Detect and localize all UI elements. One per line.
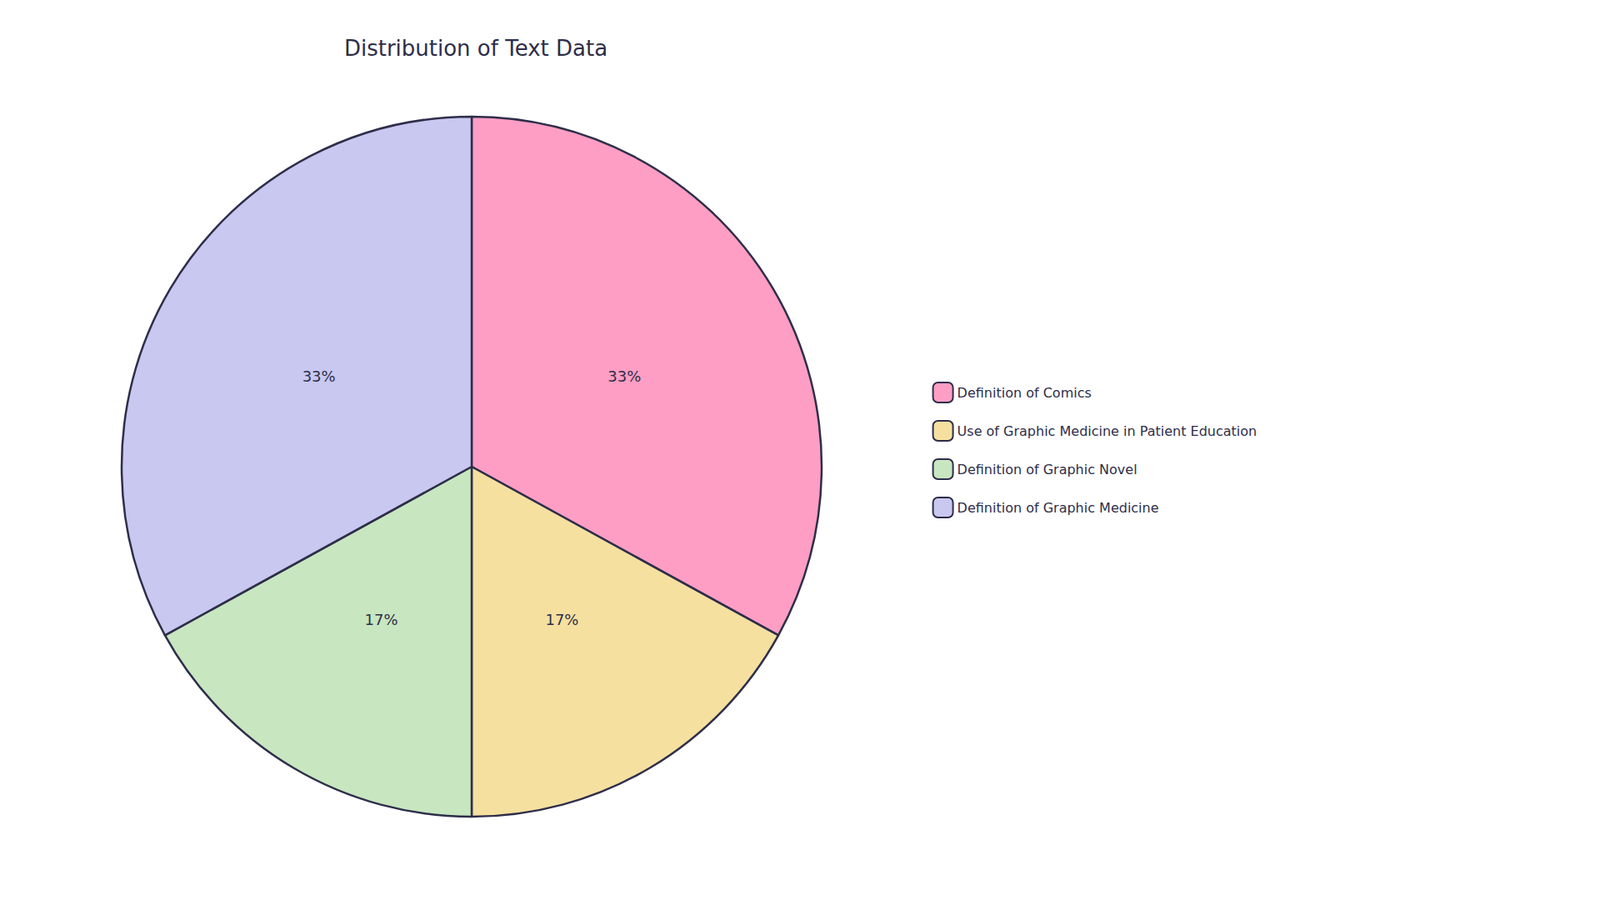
svg-text:Definition of Comics: Definition of Comics — [957, 385, 1092, 401]
svg-text:33%: 33% — [607, 367, 641, 385]
svg-text:33%: 33% — [302, 367, 336, 385]
svg-text:Use of Graphic Medicine in Pat: Use of Graphic Medicine in Patient Educa… — [957, 423, 1258, 440]
svg-text:17%: 17% — [365, 610, 399, 629]
svg-text:Definition of Graphic Medicine: Definition of Graphic Medicine — [957, 500, 1160, 516]
svg-text:17%: 17% — [545, 610, 579, 629]
svg-text:Definition of Graphic Novel: Definition of Graphic Novel — [957, 461, 1138, 478]
svg-text:Distribution of Text Data: Distribution of Text Data — [344, 35, 608, 61]
